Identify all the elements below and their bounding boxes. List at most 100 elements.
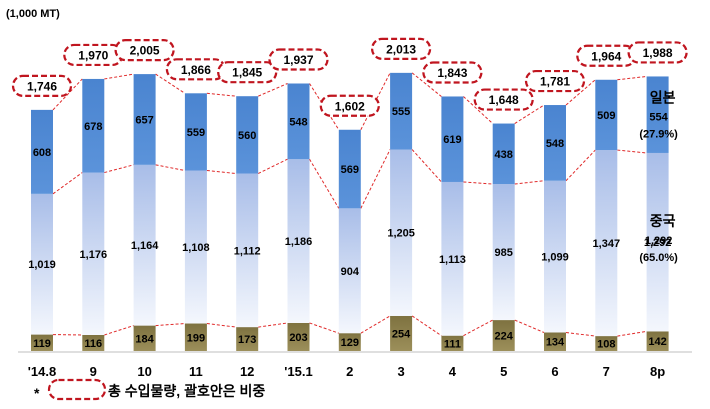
- total-label: 1,937: [283, 53, 313, 67]
- series-labels: 일본 554 (27.9%) 중국 1,292 (65.0%): [639, 89, 678, 264]
- bar-japan: [287, 83, 310, 160]
- bar-other: [492, 320, 515, 351]
- bar-other: [544, 332, 566, 351]
- x-tick-label: 12: [240, 364, 254, 379]
- series-name-japan: 일본: [650, 89, 676, 105]
- bar-china: [31, 193, 53, 335]
- value-label-other: 224: [495, 331, 514, 343]
- value-label-japan: 657: [135, 114, 153, 126]
- x-tick-label: 2: [346, 364, 353, 379]
- connector-other: [309, 322, 339, 334]
- total-oval: [268, 48, 329, 71]
- total-oval: [422, 61, 483, 84]
- bar-japan: [184, 93, 207, 171]
- bar-japan: [82, 78, 105, 173]
- connector-other: [463, 319, 493, 337]
- footnote-marker: *: [34, 385, 40, 401]
- series-share-japan: (27.9%): [639, 128, 678, 140]
- connector-china: [565, 149, 596, 182]
- value-label-other: 199: [187, 332, 205, 344]
- value-label-china: 904: [341, 266, 360, 278]
- value-label-other: 173: [238, 334, 256, 346]
- x-tick-label: 8p: [650, 364, 665, 379]
- bar-japan: [133, 74, 156, 165]
- value-label-china: 1,099: [541, 252, 569, 264]
- value-label-china: 1,176: [80, 249, 108, 261]
- connector-china: [155, 164, 185, 171]
- unit-label: (1,000 MT): [6, 8, 60, 20]
- connector-china: [463, 181, 493, 185]
- connector-total: [206, 92, 237, 97]
- footnote-sample-oval: [47, 378, 107, 401]
- bar-japan: [646, 76, 669, 153]
- bar-china: [236, 173, 259, 328]
- bar-japan: [544, 105, 566, 181]
- value-label-japan: 619: [443, 134, 461, 146]
- value-label-china: 1,164: [131, 240, 159, 252]
- total-label: 1,746: [27, 79, 57, 93]
- bar-japan: [31, 109, 53, 194]
- bar-china: [82, 172, 105, 335]
- value-label-other: 184: [135, 333, 154, 345]
- value-label-china: 1,292: [644, 237, 672, 249]
- connector-other: [206, 323, 237, 328]
- total-label: 1,648: [489, 93, 519, 107]
- total-oval: [319, 94, 380, 117]
- value-label-china: 1,112: [234, 245, 261, 257]
- connector-total: [155, 73, 186, 94]
- total-label: 1,970: [78, 48, 108, 62]
- value-label-other: 129: [341, 337, 359, 349]
- connector-other: [360, 315, 391, 334]
- connector-other: [514, 319, 545, 333]
- bar-other: [441, 335, 464, 351]
- total-label: 1,866: [181, 63, 211, 77]
- connector-total: [258, 83, 288, 97]
- total-oval: [165, 58, 226, 81]
- value-label-other: 134: [546, 337, 565, 349]
- value-label-other: 119: [33, 338, 51, 350]
- bar-china: [544, 180, 566, 333]
- connector-other: [104, 325, 134, 336]
- value-label-china: 1,108: [182, 242, 210, 254]
- value-label-japan: 548: [289, 116, 307, 128]
- x-tick-label: 6: [551, 364, 558, 379]
- total-label: 1,843: [437, 66, 467, 80]
- x-tick-label: 5: [500, 364, 507, 379]
- value-label-japan: 559: [187, 127, 205, 139]
- bar-other: [236, 327, 259, 351]
- value-label-other: 108: [597, 339, 615, 351]
- value-label-japan: 509: [597, 110, 615, 122]
- bar-other: [82, 334, 105, 351]
- bar-china: [646, 152, 669, 332]
- bar-other: [646, 331, 669, 351]
- total-oval: [576, 44, 637, 67]
- bar-china: [338, 208, 361, 334]
- total-label: 2,013: [386, 42, 416, 56]
- bar-japan: [441, 96, 464, 182]
- connector-china: [206, 170, 237, 175]
- connector-other: [617, 330, 647, 337]
- total-label: 1,988: [643, 46, 673, 60]
- bar-china: [492, 184, 515, 321]
- bar-china: [441, 181, 464, 336]
- value-label-china: 1,205: [387, 228, 415, 240]
- total-label: 1,781: [540, 75, 570, 89]
- value-label-japan: 608: [33, 147, 51, 159]
- total-oval: [627, 41, 688, 64]
- bar-china: [184, 170, 207, 324]
- total-oval: [524, 69, 586, 93]
- total-oval: [217, 61, 278, 84]
- value-label-china: 1,019: [28, 259, 56, 271]
- connector-other: [155, 323, 185, 327]
- total-oval: [63, 43, 124, 67]
- value-label-other: 203: [289, 332, 307, 344]
- total-oval: [473, 88, 534, 111]
- connector-china: [104, 164, 134, 174]
- bar-japan: [338, 129, 361, 209]
- bar-other: [133, 325, 156, 351]
- connector-total: [565, 79, 596, 106]
- connector-china: [52, 172, 83, 195]
- value-label-china: 1,186: [285, 236, 313, 248]
- x-tick-label: 10: [137, 364, 151, 379]
- x-tick-label: 3: [397, 364, 404, 379]
